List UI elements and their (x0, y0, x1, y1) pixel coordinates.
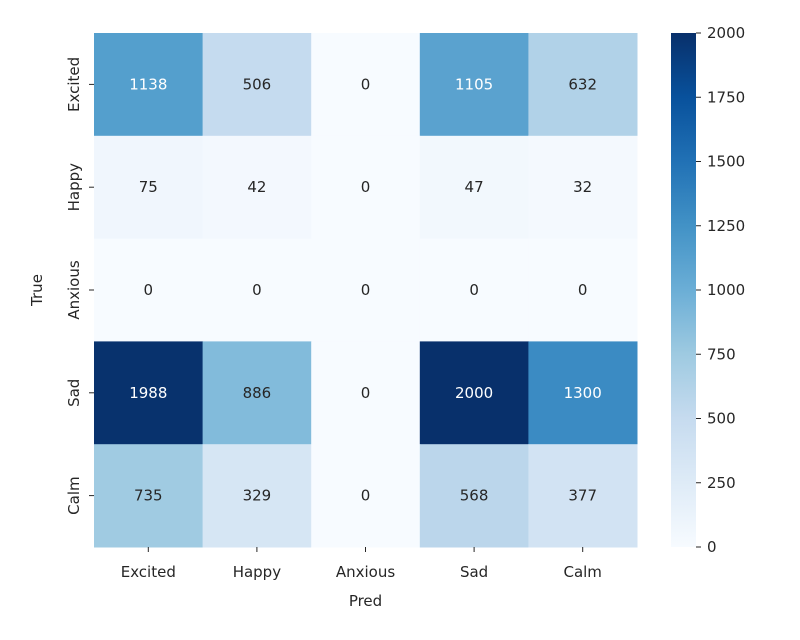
heatmap-cell-excited-happy (202, 33, 312, 137)
cell-value-label: 1300 (564, 384, 602, 402)
cell-value-label: 506 (243, 75, 272, 93)
heatmap-cell-excited-sad (419, 33, 529, 137)
cell-value-label: 42 (247, 178, 266, 196)
heatmap-cell-calm-calm (528, 444, 638, 548)
cell-value-label: 1105 (455, 75, 493, 93)
colorbar (671, 33, 696, 547)
colorbar-tick-label: 2000 (707, 24, 745, 42)
x-tick-label: Calm (563, 563, 601, 581)
colorbar-tick-label: 500 (707, 410, 736, 428)
heatmap-cell-calm-anxious (311, 444, 421, 548)
colorbar-tick-label: 750 (707, 345, 736, 363)
heatmap-cell-excited-anxious (311, 33, 421, 137)
y-tick-label: Sad (65, 379, 83, 407)
x-tick-label: Anxious (336, 563, 395, 581)
heatmap-cell-sad-sad (419, 341, 529, 445)
x-axis-label: Pred (349, 592, 382, 610)
cell-value-label: 329 (243, 487, 272, 505)
colorbar-tick-label: 1750 (707, 88, 745, 106)
heatmap-cell-happy-calm (528, 135, 638, 240)
cell-value-label: 377 (568, 487, 597, 505)
heatmap-cell-excited-excited (94, 33, 204, 137)
colorbar-tick-label: 1500 (707, 153, 745, 171)
x-tick-label: Sad (460, 563, 488, 581)
cell-value-label: 886 (243, 384, 272, 402)
cell-value-label: 0 (361, 487, 371, 505)
y-tick-label: Anxious (65, 260, 83, 319)
cell-value-label: 1988 (129, 384, 167, 402)
cell-value-label: 0 (144, 281, 154, 299)
colorbar-tick-label: 1000 (707, 281, 745, 299)
heatmap-cell-labels: 1138 506 0 1105 632 75 42 0 47 32 0 0 0 0 0 1988 886 0 200… (129, 75, 602, 504)
heatmap-cell-anxious-excited (94, 238, 204, 342)
x-axis-ticks: Excited Happy Anxious Sad Calm (121, 547, 602, 581)
y-axis-label: True (28, 274, 46, 307)
heatmap-cell-sad-happy (202, 341, 312, 445)
y-tick-label: Happy (65, 163, 83, 212)
cell-value-label: 0 (361, 281, 371, 299)
heatmap-cell-sad-excited (94, 341, 204, 445)
colorbar-tick-label: 1250 (707, 217, 745, 235)
heatmap-cell-calm-excited (94, 444, 204, 548)
heatmap-cell-happy-anxious (311, 135, 421, 240)
heatmap-cell-sad-anxious (311, 341, 421, 445)
heatmap-cell-happy-happy (202, 135, 312, 240)
y-axis-ticks: Excited Happy Anxious Sad Calm (65, 57, 94, 515)
heatmap-cell-happy-excited (94, 135, 204, 240)
heatmap-cell-anxious-sad (419, 238, 529, 342)
cell-value-label: 0 (361, 75, 371, 93)
cell-value-label: 47 (465, 178, 484, 196)
heatmap-cell-excited-calm (528, 33, 638, 137)
heatmap-cell-sad-calm (528, 341, 638, 445)
y-tick-label: Calm (65, 476, 83, 514)
colorbar-tick-label: 250 (707, 474, 736, 492)
cell-value-label: 2000 (455, 384, 493, 402)
cell-value-label: 75 (139, 178, 158, 196)
cell-value-label: 32 (573, 178, 592, 196)
heatmap-cell-anxious-calm (528, 238, 638, 342)
x-tick-label: Excited (121, 563, 176, 581)
cell-value-label: 1138 (129, 75, 167, 93)
y-tick-label: Excited (65, 57, 83, 112)
cell-value-label: 0 (361, 384, 371, 402)
heatmap-cell-anxious-anxious (311, 238, 421, 342)
cell-value-label: 0 (469, 281, 479, 299)
cell-value-label: 735 (134, 487, 163, 505)
cell-value-label: 568 (460, 487, 489, 505)
cell-value-label: 0 (361, 178, 371, 196)
colorbar-ticks: 0 250 500 750 1000 1250 1500 1750 2000 (696, 24, 745, 556)
heatmap-cell-anxious-happy (202, 238, 312, 342)
heatmap-cell-happy-sad (419, 135, 529, 240)
cell-value-label: 632 (568, 75, 597, 93)
heatmap-cells (94, 33, 638, 548)
heatmap-cell-calm-sad (419, 444, 529, 548)
cell-value-label: 0 (578, 281, 588, 299)
x-tick-label: Happy (233, 563, 282, 581)
heatmap-cell-calm-happy (202, 444, 312, 548)
cell-value-label: 0 (252, 281, 262, 299)
colorbar-tick-label: 0 (707, 538, 717, 556)
